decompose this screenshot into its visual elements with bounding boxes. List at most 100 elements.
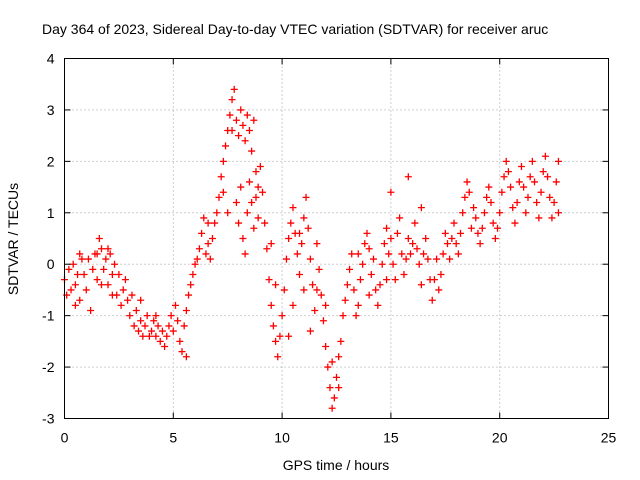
data-point — [457, 229, 465, 237]
data-point — [522, 209, 530, 217]
data-point — [300, 286, 308, 294]
y-tick-label: -3 — [42, 411, 55, 427]
data-point — [241, 137, 249, 145]
data-point — [417, 204, 425, 212]
data-point — [348, 250, 356, 258]
data-point — [202, 250, 210, 258]
data-point — [121, 276, 129, 284]
data-point — [383, 224, 391, 232]
data-point — [156, 337, 164, 345]
data-point — [446, 255, 454, 263]
data-point — [237, 183, 245, 191]
data-point — [71, 281, 79, 289]
data-point — [254, 214, 262, 222]
data-point — [232, 199, 240, 206]
data-point — [524, 193, 532, 201]
data-point — [217, 173, 225, 181]
chart-title: Day 364 of 2023, Sidereal Day-to-day VTE… — [42, 21, 548, 37]
data-point — [252, 168, 260, 176]
data-point — [141, 322, 149, 330]
data-point — [102, 255, 110, 263]
data-point — [420, 250, 428, 258]
data-point — [494, 224, 502, 232]
data-point — [165, 322, 173, 330]
data-point — [533, 199, 541, 206]
data-point — [226, 111, 234, 119]
data-point — [195, 245, 203, 253]
data-point — [435, 286, 443, 294]
data-point — [224, 209, 232, 217]
data-point — [176, 337, 184, 345]
data-point — [465, 188, 473, 196]
data-point — [363, 229, 371, 237]
data-point — [211, 219, 219, 227]
data-point — [548, 214, 556, 222]
data-point — [515, 178, 523, 186]
data-point — [137, 317, 145, 325]
data-point — [213, 209, 221, 217]
data-point — [282, 255, 290, 263]
data-point — [422, 235, 430, 242]
data-point — [350, 286, 358, 294]
data-point — [134, 327, 142, 335]
y-tick-label: 4 — [47, 51, 55, 67]
data-point — [130, 322, 138, 330]
data-point — [306, 327, 314, 335]
data-point — [304, 224, 312, 232]
data-point — [187, 281, 195, 289]
data-point — [243, 111, 251, 119]
x-tick-labels: 0 5 10 15 20 25 — [61, 430, 617, 446]
data-point — [441, 229, 449, 237]
data-point — [322, 301, 330, 309]
data-point — [239, 121, 247, 129]
data-point — [474, 229, 482, 237]
data-point — [343, 281, 351, 289]
data-point — [296, 229, 304, 237]
data-point — [128, 291, 136, 299]
data-point — [108, 291, 116, 299]
data-point — [374, 301, 382, 309]
data-point — [219, 188, 227, 196]
data-point — [276, 332, 284, 340]
data-point — [554, 157, 562, 165]
data-point — [406, 250, 414, 258]
data-point — [507, 183, 515, 191]
data-point — [265, 276, 273, 284]
data-point — [248, 147, 256, 155]
data-point — [245, 127, 253, 134]
data-point — [119, 286, 127, 294]
data-point — [198, 229, 206, 237]
data-point — [252, 193, 260, 201]
data-point — [95, 235, 103, 242]
data-point — [82, 286, 90, 294]
data-point — [65, 265, 73, 273]
data-point — [502, 157, 510, 165]
data-point — [104, 245, 112, 253]
data-point — [285, 235, 293, 242]
data-point — [509, 204, 517, 212]
data-point — [191, 260, 199, 268]
data-point — [517, 163, 525, 170]
data-point — [513, 199, 521, 206]
data-point — [193, 255, 201, 263]
data-point — [298, 240, 306, 248]
data-point — [269, 322, 277, 330]
data-point — [433, 255, 441, 263]
data-point — [145, 332, 153, 340]
data-point — [483, 193, 491, 201]
data-point — [204, 240, 212, 248]
x-tick-label: 10 — [274, 430, 290, 446]
data-point — [541, 152, 549, 160]
data-point — [383, 276, 391, 284]
data-point — [259, 188, 267, 196]
data-point — [250, 116, 258, 124]
data-point — [339, 312, 347, 320]
data-point — [274, 353, 282, 361]
data-point — [89, 265, 97, 273]
data-point — [152, 332, 160, 340]
data-point — [443, 240, 451, 248]
y-tick-label: 2 — [47, 153, 55, 169]
x-tick-label: 25 — [601, 430, 617, 446]
data-point — [200, 214, 208, 222]
data-point — [180, 322, 188, 330]
